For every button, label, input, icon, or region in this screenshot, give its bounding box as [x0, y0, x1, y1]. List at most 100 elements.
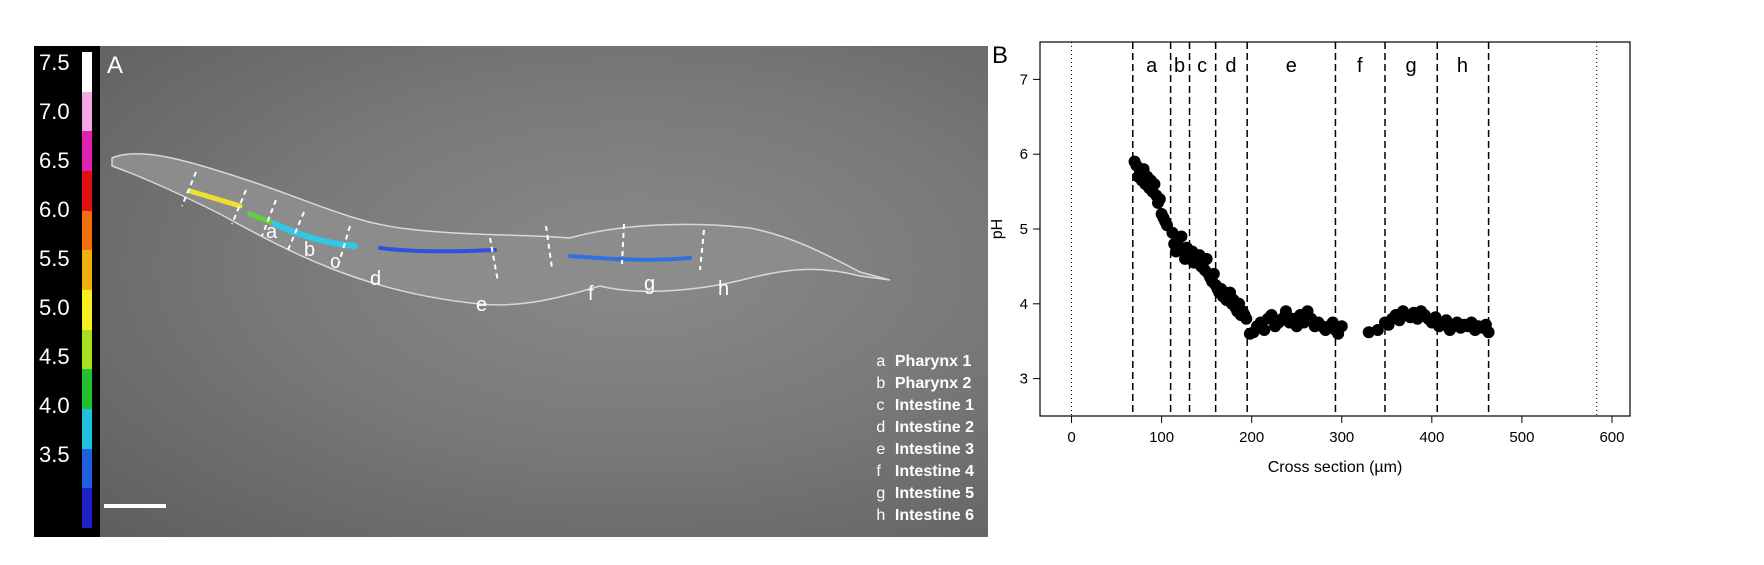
color-bar-segment	[82, 448, 92, 489]
legend-entry: g Intestine 5	[876, 483, 974, 505]
y-axis-label: pH	[990, 219, 1006, 239]
legend-entry: a Pharynx 1	[876, 351, 974, 373]
region-label: a	[1146, 55, 1158, 77]
boundary-line	[545, 225, 553, 269]
data-point	[1362, 326, 1375, 339]
panel-letter-b: B	[992, 42, 1009, 69]
region-label: c	[1197, 55, 1207, 77]
data-point	[1279, 305, 1292, 318]
gut-signal-green	[247, 211, 278, 227]
ph-color-scale: 7.5 7.0 6.5 6.0 5.5 5.0 4.5 4.0 3.5	[34, 46, 100, 537]
data-point	[1429, 311, 1442, 324]
data-point	[1153, 193, 1166, 206]
x-tick-label: 300	[1329, 429, 1354, 446]
legend-value: Intestine 5	[890, 485, 974, 502]
legend-key: h	[876, 507, 886, 524]
data-point	[1207, 267, 1220, 280]
worm-drawing	[104, 152, 891, 508]
legend-entry: c Intestine 1	[876, 395, 974, 417]
legend-entry: b Pharynx 2	[876, 373, 974, 395]
data-point	[1258, 323, 1271, 336]
colorbar-tick-label: 3.5	[39, 442, 70, 467]
colorbar-tick-label: 5.0	[39, 295, 70, 320]
legend-entry: f Intestine 4	[876, 461, 974, 483]
color-bar-segment	[82, 250, 92, 291]
colorbar-tick-label: 5.5	[39, 246, 70, 271]
colorbar-tick-label: 4.5	[39, 344, 70, 369]
legend-entry: e Intestine 3	[876, 439, 974, 461]
y-tick-label: 3	[1020, 371, 1028, 388]
legend-value: Intestine 1	[890, 397, 974, 414]
color-bar-segment	[82, 488, 92, 529]
legend-key: c	[876, 397, 885, 414]
panel-letter-a: A	[107, 52, 124, 79]
colorbar-tick-label: 4.0	[39, 393, 70, 418]
y-tick-label: 6	[1020, 146, 1028, 163]
color-bar	[82, 52, 92, 529]
legend-value: Intestine 6	[890, 507, 974, 524]
boundary-line	[231, 189, 247, 225]
data-point	[1265, 309, 1278, 322]
segment-letter: a	[266, 221, 278, 243]
x-tick-label: 400	[1419, 429, 1444, 446]
color-bar-segment	[82, 290, 92, 331]
segment-letter: g	[644, 273, 656, 295]
boundary-line	[337, 225, 351, 267]
region-lines	[1071, 42, 1598, 416]
legend-value: Pharynx 2	[890, 375, 972, 392]
legend-key: f	[876, 463, 881, 480]
color-bar-segment	[82, 369, 92, 410]
color-bar-segment	[82, 210, 92, 251]
region-label: b	[1174, 55, 1185, 77]
segment-letter: f	[588, 283, 594, 305]
legend-key: g	[876, 485, 886, 502]
segment-boundaries	[181, 171, 705, 283]
region-label: h	[1457, 55, 1468, 77]
x-tick-label: 100	[1149, 429, 1174, 446]
data-point	[1335, 320, 1348, 333]
colorbar-tick-label: 6.5	[39, 148, 70, 173]
legend-value: Intestine 4	[890, 463, 974, 480]
x-tick-label: 600	[1599, 429, 1624, 446]
legend-key: a	[876, 353, 886, 370]
boundary-line	[489, 237, 499, 283]
x-tick-label: 0	[1067, 429, 1075, 446]
colorbar-tick-label: 7.0	[39, 99, 70, 124]
region-label: g	[1406, 55, 1417, 77]
legend-value: Intestine 2	[890, 419, 974, 436]
boundary-line	[181, 171, 197, 207]
boundary-line	[287, 211, 305, 251]
data-point	[1371, 323, 1384, 336]
color-bar-segment	[82, 131, 92, 172]
data-point	[1175, 230, 1188, 243]
color-bar-segment	[82, 91, 92, 132]
chart-axes: 0 100 200 300 400 500 600 3 4 5 6 7	[1020, 41, 1631, 446]
segment-letter: b	[304, 239, 316, 261]
worm-body	[111, 152, 891, 306]
data-point	[1148, 178, 1161, 191]
y-tick-label: 5	[1020, 221, 1028, 238]
boundary-line	[621, 223, 625, 265]
segment-letter: c	[330, 251, 340, 273]
region-label: e	[1286, 55, 1297, 77]
boundary-line	[699, 229, 705, 271]
y-tick-label: 4	[1020, 296, 1028, 313]
data-point	[1240, 312, 1253, 325]
legend-entry: h Intestine 6	[876, 505, 974, 527]
segment-letter: h	[718, 278, 730, 300]
legend-entry: d Intestine 2	[876, 417, 974, 439]
data-points	[1128, 155, 1495, 340]
legend-value: Pharynx 1	[890, 353, 972, 370]
color-bar-segment	[82, 52, 92, 93]
x-axis-label: Cross section (µm)	[1268, 459, 1403, 476]
legend-key: d	[876, 419, 886, 436]
segment-letter: e	[476, 294, 488, 316]
gut-signal-yellow	[187, 188, 243, 209]
region-label: f	[1357, 55, 1363, 77]
color-bar-segment	[82, 409, 92, 450]
region-label: d	[1225, 55, 1236, 77]
colorbar-tick-label: 6.0	[39, 197, 70, 222]
legend-key: b	[876, 375, 886, 392]
